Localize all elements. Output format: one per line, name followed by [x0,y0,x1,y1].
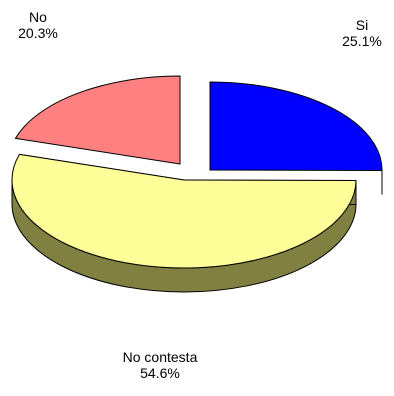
pie-label-layer: Si 25.1% No contesta 54.6% No 20.3% [18,9,382,381]
slice-category-label: No contesta [123,349,198,365]
slice-label-no-contesta: No contesta 54.6% [123,349,198,381]
slice-percent-label: 54.6% [140,365,180,381]
slice-percent-label: 25.1% [342,33,382,49]
pie-top-layer [11,75,383,269]
slice-category-label: No [29,9,47,25]
pie-slice-si [209,81,383,172]
slice-category-label: Si [356,17,368,33]
pie-slice-no-contesta [11,153,357,269]
slice-percent-label: 20.3% [18,25,58,41]
slice-label-no: No 20.3% [18,9,58,41]
slice-label-si: Si 25.1% [342,17,382,49]
pie-slice-no [14,75,181,165]
